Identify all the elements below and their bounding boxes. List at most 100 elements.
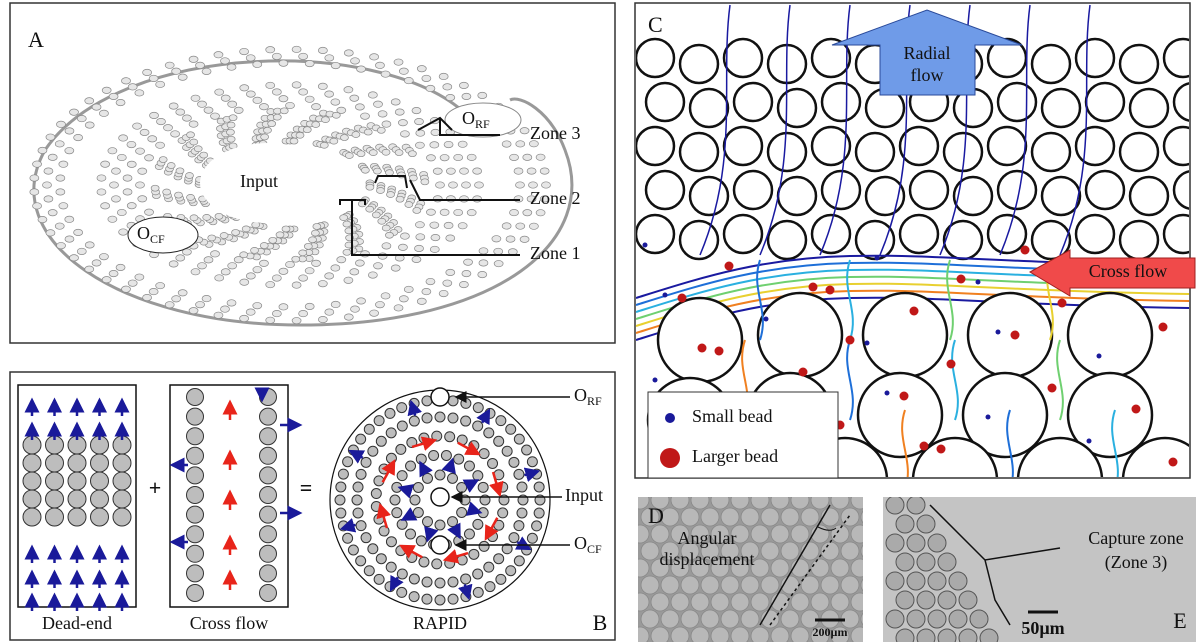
pillar bbox=[409, 592, 419, 602]
scale-label: 50µm bbox=[1021, 618, 1064, 638]
pillar bbox=[279, 95, 288, 101]
main: O bbox=[574, 385, 587, 405]
pillar bbox=[439, 73, 448, 79]
pillar bbox=[108, 148, 117, 154]
pillar bbox=[399, 68, 408, 74]
pillar bbox=[1164, 127, 1196, 165]
pillar bbox=[409, 416, 419, 426]
pillar bbox=[412, 256, 421, 262]
pillar bbox=[1076, 39, 1114, 77]
pillar bbox=[150, 112, 159, 118]
pillar bbox=[156, 118, 165, 124]
bead bbox=[1048, 384, 1057, 393]
pillar bbox=[178, 290, 187, 296]
pillar bbox=[422, 75, 431, 81]
pillar bbox=[391, 265, 400, 271]
pillar bbox=[473, 587, 483, 597]
pillar bbox=[858, 373, 942, 457]
pillar bbox=[980, 629, 998, 642]
pillar bbox=[377, 127, 385, 133]
pillar bbox=[46, 134, 55, 140]
pillar bbox=[272, 275, 281, 281]
pillar bbox=[337, 257, 346, 263]
pillar bbox=[1032, 133, 1070, 171]
pillar bbox=[479, 260, 488, 266]
pillar bbox=[138, 168, 147, 174]
pillar bbox=[734, 171, 772, 209]
pillar bbox=[856, 133, 894, 171]
pillar bbox=[99, 110, 108, 116]
pillar bbox=[886, 572, 904, 590]
pillar bbox=[357, 298, 366, 304]
pillar bbox=[458, 223, 467, 229]
pillar bbox=[534, 482, 544, 492]
pillar bbox=[151, 185, 159, 191]
pillar bbox=[117, 209, 126, 215]
pillar bbox=[494, 260, 503, 266]
pillar bbox=[74, 134, 83, 140]
pillar bbox=[430, 142, 439, 148]
pillar bbox=[671, 593, 689, 611]
pillar bbox=[116, 99, 125, 105]
pillar bbox=[260, 467, 277, 484]
pillar bbox=[502, 446, 512, 456]
pillar bbox=[415, 245, 424, 251]
pillar bbox=[741, 610, 759, 628]
pillar bbox=[59, 203, 68, 209]
bead bbox=[1021, 246, 1030, 255]
pillar bbox=[46, 454, 64, 472]
pillar bbox=[431, 129, 440, 135]
pillar bbox=[345, 152, 353, 158]
pillar bbox=[631, 491, 649, 509]
pillar bbox=[771, 525, 789, 543]
pillar bbox=[187, 565, 204, 582]
cross-flow-label: Cross flow bbox=[1089, 261, 1168, 281]
pillar bbox=[276, 232, 284, 238]
pillar bbox=[778, 177, 816, 215]
pillar bbox=[55, 141, 64, 147]
pillar bbox=[165, 302, 174, 308]
pillar bbox=[46, 490, 64, 508]
pillar bbox=[724, 215, 762, 253]
pillar bbox=[350, 269, 359, 275]
pillar bbox=[185, 173, 193, 179]
pillar bbox=[457, 483, 467, 493]
pillar bbox=[343, 221, 351, 227]
pillar bbox=[721, 576, 739, 594]
pillar bbox=[771, 627, 789, 642]
pillar bbox=[202, 68, 211, 74]
pillar bbox=[156, 81, 165, 87]
pillar bbox=[724, 127, 762, 165]
bead bbox=[678, 294, 687, 303]
pillar bbox=[385, 232, 393, 238]
pillar bbox=[68, 490, 86, 508]
pillar bbox=[227, 136, 235, 142]
pillar bbox=[228, 263, 237, 269]
pillar bbox=[506, 424, 516, 434]
pillar bbox=[422, 413, 432, 423]
pillar bbox=[446, 94, 455, 100]
pillar bbox=[1120, 221, 1158, 259]
pillar bbox=[260, 408, 277, 425]
pillar bbox=[459, 82, 468, 88]
pillar bbox=[831, 593, 849, 611]
pillar bbox=[408, 151, 416, 157]
pillar bbox=[681, 610, 699, 628]
pillar bbox=[331, 301, 340, 307]
pillar bbox=[65, 236, 74, 242]
pillar bbox=[187, 585, 204, 602]
pillar bbox=[431, 234, 440, 240]
pillar bbox=[484, 562, 494, 572]
pillar bbox=[449, 182, 458, 188]
pillar bbox=[938, 591, 956, 609]
pillar bbox=[325, 309, 334, 315]
pillar bbox=[761, 576, 779, 594]
pillar bbox=[48, 209, 57, 215]
pillar bbox=[968, 293, 1052, 377]
pillar bbox=[821, 576, 839, 594]
pillar bbox=[397, 471, 407, 481]
pillar bbox=[523, 209, 532, 215]
pillar bbox=[187, 467, 204, 484]
pillar bbox=[290, 138, 298, 144]
pillar bbox=[119, 135, 128, 141]
